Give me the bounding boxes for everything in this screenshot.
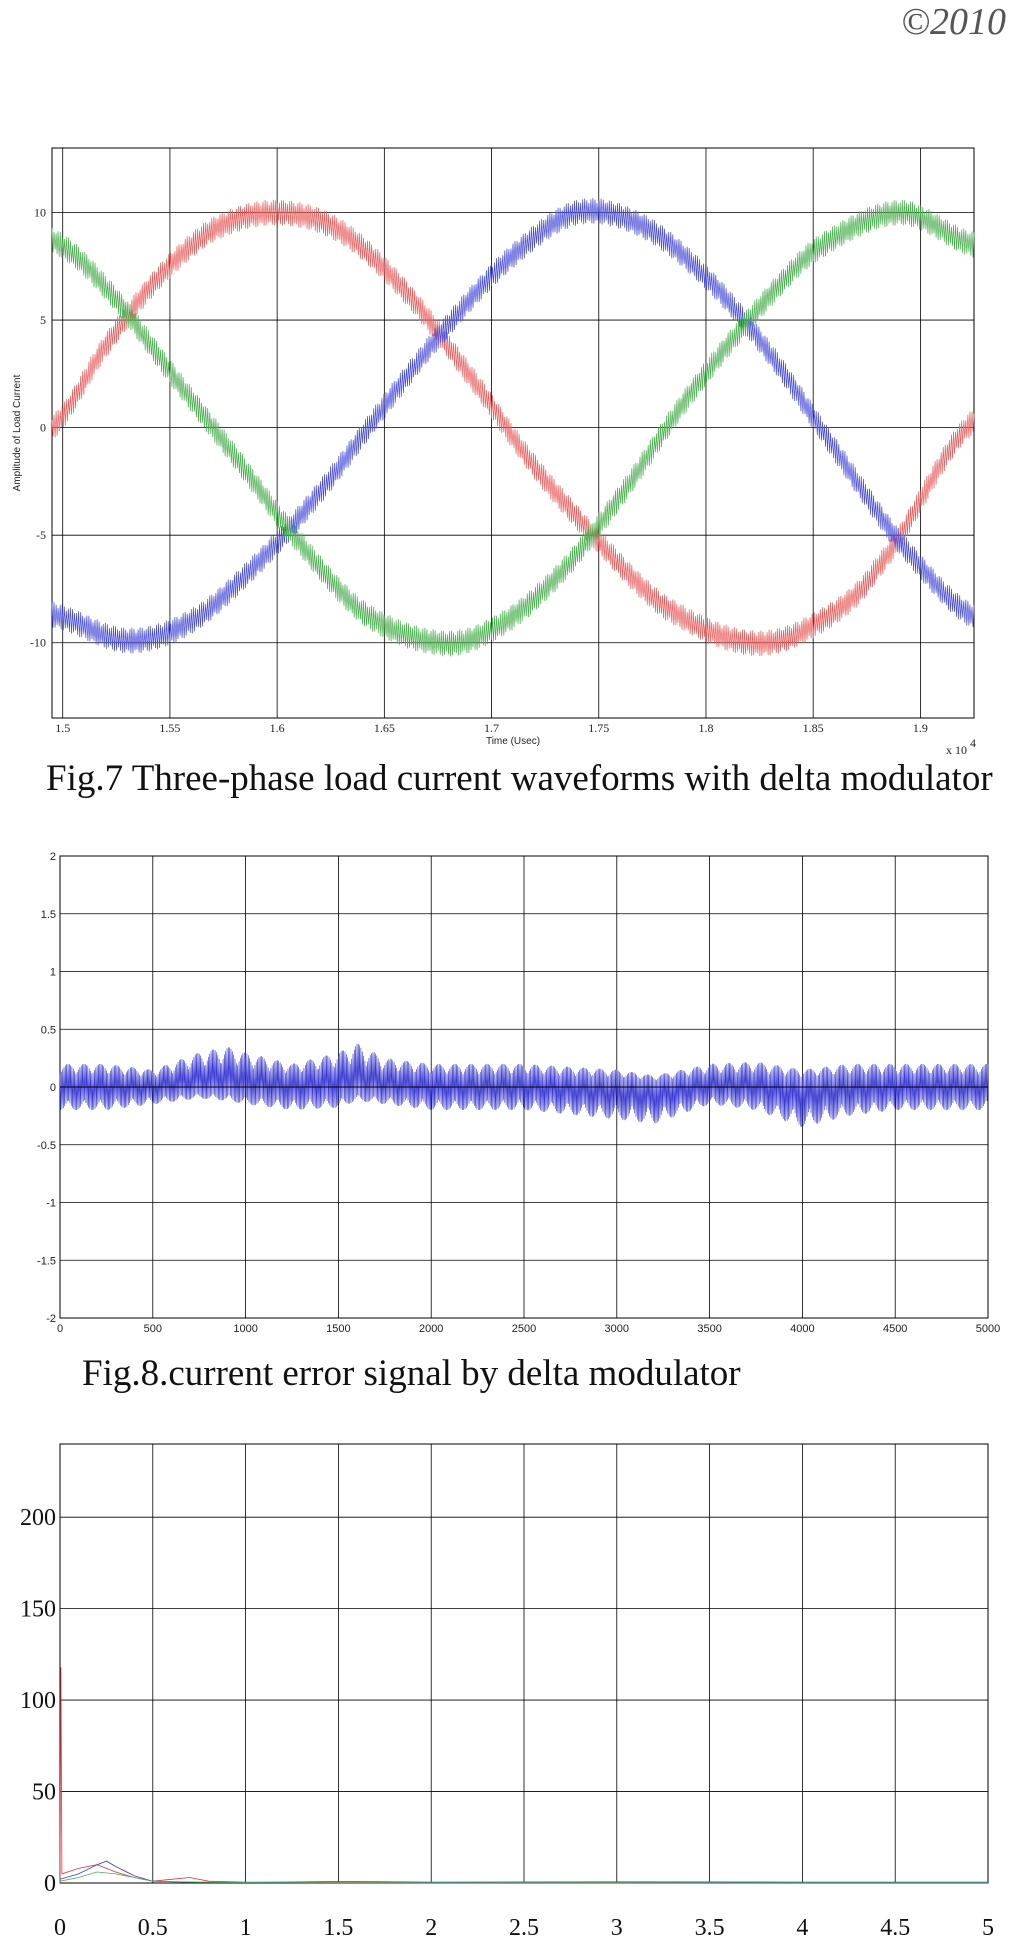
series-line bbox=[51, 199, 975, 657]
y-tick-label: -10 bbox=[30, 636, 46, 650]
x-tick-label: 1.6 bbox=[270, 721, 285, 735]
y-tick-label: 10 bbox=[34, 206, 46, 220]
x-tick-label: 4 bbox=[796, 1915, 808, 1940]
series-line bbox=[51, 197, 975, 654]
x-tick-label: 2.5 bbox=[509, 1915, 539, 1940]
y-tick-label: 200 bbox=[20, 1505, 56, 1531]
x-tick-label: 500 bbox=[144, 1323, 162, 1335]
x-tick-label: 0.5 bbox=[138, 1915, 168, 1940]
fig8-caption: Fig.8.current error signal by delta modu… bbox=[82, 1353, 741, 1394]
y-tick-label: 1.5 bbox=[41, 909, 56, 921]
y-tick-label: 0 bbox=[44, 1871, 56, 1897]
y-tick-label: 50 bbox=[32, 1780, 56, 1806]
x-tick-label: 2000 bbox=[419, 1323, 443, 1335]
y-tick-label: 0.5 bbox=[41, 1024, 56, 1036]
error-signal-line bbox=[59, 1043, 989, 1128]
series-line bbox=[51, 199, 975, 657]
x-tick-label: 2 bbox=[425, 1915, 437, 1940]
x-tick-label: 4.5 bbox=[880, 1915, 910, 1940]
x-tick-label: 4500 bbox=[883, 1323, 907, 1335]
x-tick-label: 0 bbox=[54, 1915, 66, 1940]
y-tick-label: 150 bbox=[20, 1597, 56, 1623]
x-tick-label: 1 bbox=[240, 1915, 252, 1940]
copyright-header: ©2010 bbox=[901, 1, 1006, 43]
x-tick-label: 0 bbox=[57, 1323, 63, 1335]
y-tick-label: 0 bbox=[50, 1082, 56, 1094]
x-tick-label: 1.55 bbox=[159, 721, 180, 735]
x-tick-label: 4000 bbox=[790, 1323, 814, 1335]
y-tick-label: -1.5 bbox=[37, 1255, 56, 1267]
y-tick-label: 100 bbox=[20, 1688, 56, 1714]
y-axis-label: Amplitude of Load Current bbox=[12, 374, 23, 491]
x-tick-label: 3000 bbox=[605, 1323, 629, 1335]
y-tick-label: 2 bbox=[50, 851, 56, 863]
x-tick-label: 1.65 bbox=[374, 721, 395, 735]
x-tick-label: 1000 bbox=[233, 1323, 257, 1335]
x-tick-label: 1500 bbox=[326, 1323, 350, 1335]
x-tick-label: 1.85 bbox=[803, 721, 824, 735]
x-tick-label: 3500 bbox=[697, 1323, 721, 1335]
x-tick-label: 1.8 bbox=[698, 721, 713, 735]
y-tick-label: 5 bbox=[40, 313, 46, 327]
load-current-chart: 1.5 1.55 1.6 1.65 1.7 1.75 1.8 1.85 1.9 -10 -5 0 5 10… bbox=[12, 147, 976, 757]
x-tick-label: 1.5 bbox=[323, 1915, 353, 1940]
y-tick-label: -1 bbox=[46, 1198, 56, 1210]
y-tick-label: -5 bbox=[36, 528, 46, 542]
current-error-chart: 0 500 1000 1500 2000 2500 3000 3500 4000 4500 5000… bbox=[37, 851, 1000, 1335]
x-tick-label: 5 bbox=[982, 1915, 994, 1940]
plot-frame bbox=[51, 147, 975, 719]
y-tick-label: -0.5 bbox=[37, 1140, 56, 1152]
x-axis-label: Time (Usec) bbox=[486, 736, 540, 747]
fig7-caption: Fig.7 Three-phase load current waveforms… bbox=[46, 758, 993, 799]
spectrum-line bbox=[59, 1871, 988, 1884]
x-tick-label: 1.75 bbox=[588, 721, 609, 735]
y-tick-label: 1 bbox=[50, 967, 56, 979]
x-tick-label: 1.9 bbox=[913, 721, 928, 735]
y-tick-label: -2 bbox=[46, 1313, 56, 1325]
x-tick-label: 1.5 bbox=[55, 721, 70, 735]
x-tick-label: 5000 bbox=[976, 1323, 1000, 1335]
x-tick-label: 3 bbox=[611, 1915, 623, 1940]
y-tick-label: 0 bbox=[40, 421, 46, 435]
x-tick-label: 3.5 bbox=[695, 1915, 725, 1940]
x-tick-label: 1.7 bbox=[484, 721, 499, 735]
x-tick-label: 2500 bbox=[512, 1323, 536, 1335]
x-multiplier-label: x 10 bbox=[946, 743, 967, 757]
x-multiplier-exponent: 4 bbox=[970, 736, 976, 750]
